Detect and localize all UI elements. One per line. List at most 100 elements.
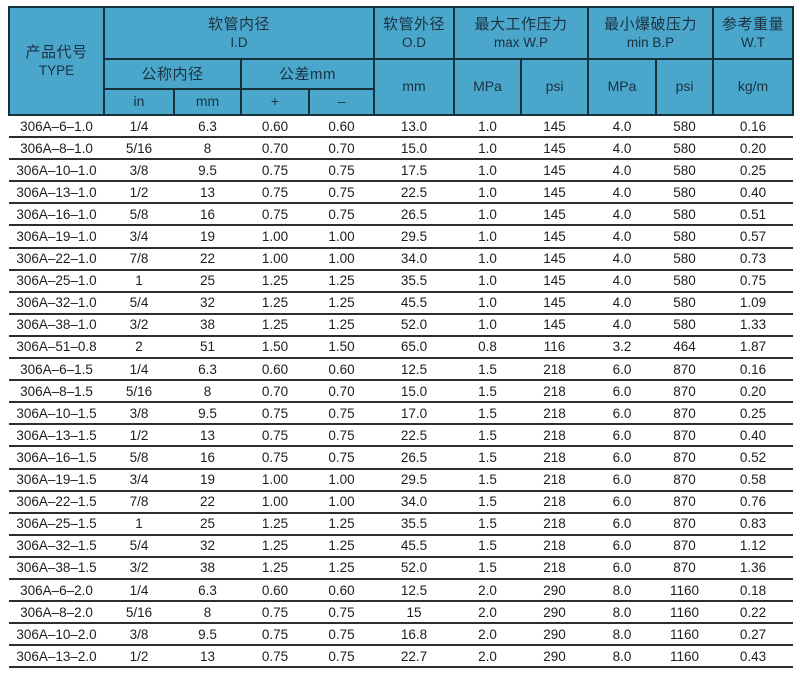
table-cell: 5/8 xyxy=(104,445,174,469)
table-cell: 0.75 xyxy=(713,268,794,292)
table-cell: 1.0 xyxy=(454,136,522,160)
table-cell: 306A–38–1.0 xyxy=(9,312,104,336)
table-cell: 1.00 xyxy=(309,467,375,491)
table-cell: 5/16 xyxy=(104,379,174,403)
header-tolerance: 公差mm xyxy=(239,58,376,90)
table-cell: 218 xyxy=(521,533,589,557)
table-cell: 5/8 xyxy=(104,202,174,226)
table-cell: 3/8 xyxy=(104,158,174,182)
table-cell: 6.0 xyxy=(588,533,657,557)
table-cell: 2 xyxy=(104,334,174,359)
table-cell: 306A–13–2.0 xyxy=(9,644,104,669)
table-cell: 8.0 xyxy=(588,622,657,646)
table-cell: 0.75 xyxy=(309,202,375,226)
table-cell: 22.5 xyxy=(374,423,455,447)
table-cell: 145 xyxy=(521,158,589,182)
table-cell: 1.25 xyxy=(241,312,309,336)
table-cell: 6.0 xyxy=(588,445,657,469)
table-cell: 464 xyxy=(656,334,714,359)
table-cell: 22.7 xyxy=(374,644,455,669)
table-cell: 2.0 xyxy=(454,622,522,646)
table-cell: 306A–22–1.0 xyxy=(9,246,104,270)
table-cell: 1.87 xyxy=(713,334,794,359)
table-cell: 580 xyxy=(656,180,714,204)
table-cell: 1.0 xyxy=(454,268,522,292)
table-cell: 306A–6–1.5 xyxy=(9,357,104,381)
table-cell: 0.8 xyxy=(454,334,522,359)
table-cell: 0.70 xyxy=(241,136,309,160)
table-row: 306A–13–1.0 1/2 13 0.75 0.75 22.5 1.0 145 4.0 580… xyxy=(9,180,794,204)
table-cell: 870 xyxy=(656,555,714,579)
table-cell: 3.2 xyxy=(588,334,657,359)
table-cell: 1.50 xyxy=(241,334,309,359)
table-cell: 1/2 xyxy=(104,180,174,204)
table-cell: 306A–32–1.5 xyxy=(9,533,104,557)
header-unit-in: in xyxy=(103,88,175,116)
header-reference-weight-en: W.T xyxy=(741,35,766,50)
table-cell: 22 xyxy=(174,489,241,513)
table-cell: 1/4 xyxy=(104,577,174,602)
table-cell: 580 xyxy=(656,246,714,270)
header-min-burst-pressure: 最小爆破压力 min B.P xyxy=(587,6,715,60)
table-cell: 32 xyxy=(174,290,241,314)
table-cell: 13 xyxy=(174,644,241,669)
table-cell: 6.0 xyxy=(588,489,657,513)
table-cell: 9.5 xyxy=(174,401,241,425)
table-cell: 1.00 xyxy=(241,489,309,513)
table-cell: 3/8 xyxy=(104,401,174,425)
table-cell: 218 xyxy=(521,489,589,513)
table-cell: 218 xyxy=(521,511,589,535)
table-cell: 9.5 xyxy=(174,158,241,182)
table-cell: 145 xyxy=(521,268,589,292)
table-cell: 0.83 xyxy=(713,511,794,535)
table-cell: 1160 xyxy=(656,644,714,669)
table-cell: 0.75 xyxy=(309,445,375,469)
table-cell: 0.43 xyxy=(713,644,794,669)
table-cell: 9.5 xyxy=(174,622,241,646)
table-cell: 580 xyxy=(656,268,714,292)
table-cell: 0.70 xyxy=(309,379,375,403)
table-cell: 1.0 xyxy=(454,224,522,248)
table-cell: 4.0 xyxy=(588,113,657,138)
table-cell: 0.57 xyxy=(713,224,794,248)
table-cell: 218 xyxy=(521,401,589,425)
table-cell: 1/2 xyxy=(104,644,174,669)
table-cell: 0.60 xyxy=(309,357,375,381)
header-nominal-id: 公称内径 xyxy=(103,58,242,90)
table-cell: 145 xyxy=(521,113,589,138)
table-cell: 0.58 xyxy=(713,467,794,491)
header-outer-diameter-en: O.D xyxy=(402,35,427,50)
table-cell: 0.75 xyxy=(241,202,309,226)
table-cell: 1.5 xyxy=(454,445,522,469)
table-cell: 1.00 xyxy=(241,224,309,248)
table-cell: 16.8 xyxy=(374,622,455,646)
table-cell: 4.0 xyxy=(588,246,657,270)
table-cell: 4.0 xyxy=(588,224,657,248)
table-cell: 1.00 xyxy=(309,224,375,248)
header-min-burst-pressure-en: min B.P xyxy=(626,35,675,50)
table-cell: 7/8 xyxy=(104,246,174,270)
header-nominal-id-label: 公称内径 xyxy=(141,65,204,83)
table-cell: 13.0 xyxy=(374,113,455,138)
table-cell: 5/16 xyxy=(104,600,174,624)
table-cell: 8.0 xyxy=(588,600,657,624)
table-cell: 0.75 xyxy=(241,401,309,425)
table-cell: 1 xyxy=(104,268,174,292)
table-row: 306A–10–1.5 3/8 9.5 0.75 0.75 17.0 1.5 218 6.0 87… xyxy=(9,401,794,425)
table-cell: 4.0 xyxy=(588,180,657,204)
table-cell: 0.25 xyxy=(713,158,794,182)
table-cell: 4.0 xyxy=(588,268,657,292)
header-wp-unit-mpa: MPa xyxy=(453,58,523,116)
table-cell: 25 xyxy=(174,268,241,292)
table-cell: 1160 xyxy=(656,600,714,624)
table-cell: 0.20 xyxy=(713,379,794,403)
table-header: 产品代号 TYPE 软管内径 I.D 软管外径 O.D 最大工作压力 max W… xyxy=(8,6,795,116)
table-cell: 7/8 xyxy=(104,489,174,513)
table-cell: 22 xyxy=(174,246,241,270)
table-cell: 1.5 xyxy=(454,423,522,447)
table-cell: 0.75 xyxy=(241,158,309,182)
header-max-working-pressure-cn: 最大工作压力 xyxy=(474,16,568,33)
table-cell: 38 xyxy=(174,312,241,336)
table-cell: 0.25 xyxy=(713,401,794,425)
table-row: 306A–22–1.5 7/8 22 1.00 1.00 34.0 1.5 218 6.0 870… xyxy=(9,489,794,513)
